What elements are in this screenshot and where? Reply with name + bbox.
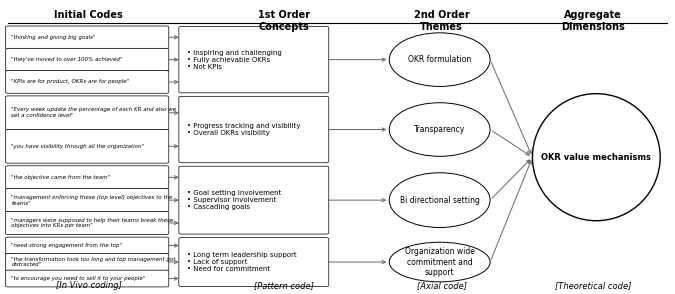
Text: Transparency: Transparency [414,125,465,134]
Text: • Inspiring and challenging
• Fully achievable OKRs
• Not KPIs: • Inspiring and challenging • Fully achi… [187,50,281,70]
Text: Aggregate
Dimensions: Aggregate Dimensions [561,10,625,32]
Text: "managers were supposed to help their teams break these
objectives into KRs per : "managers were supposed to help their te… [11,218,173,228]
Ellipse shape [389,103,490,156]
Text: • Progress tracking and visibility
• Overall OKRs visibility: • Progress tracking and visibility • Ove… [187,123,300,136]
Text: Bi directional setting: Bi directional setting [400,196,480,205]
Text: "Every week update the percentage of each KR and also we
set a confidence level": "Every week update the percentage of eac… [11,107,177,118]
Text: 1st Order
Concepts: 1st Order Concepts [258,10,310,32]
FancyBboxPatch shape [179,26,329,93]
Text: [In Vivo coding]: [In Vivo coding] [56,281,122,290]
Text: "the objective came from the team": "the objective came from the team" [11,175,111,180]
Text: "need strong engagement from the top": "need strong engagement from the top" [11,243,122,248]
FancyBboxPatch shape [179,238,329,286]
Text: • Goal setting involvement
• Supervisor involvement
• Cascading goals: • Goal setting involvement • Supervisor … [187,190,281,210]
FancyBboxPatch shape [5,188,169,212]
FancyBboxPatch shape [5,166,169,189]
Text: [Pattern code]: [Pattern code] [254,281,314,290]
Text: "thinking and giving big goals": "thinking and giving big goals" [11,35,96,40]
Text: • Long term leadership support
• Lack of support
• Need for commitment: • Long term leadership support • Lack of… [187,252,296,272]
Text: "the transformation took too long and top management got
distracted": "the transformation took too long and to… [11,257,176,268]
Text: [Theoretical code]: [Theoretical code] [555,281,631,290]
FancyBboxPatch shape [179,96,329,163]
FancyBboxPatch shape [5,270,169,287]
FancyBboxPatch shape [5,254,169,270]
FancyBboxPatch shape [179,166,329,234]
FancyBboxPatch shape [5,26,169,49]
Ellipse shape [389,173,490,228]
FancyBboxPatch shape [5,211,169,235]
Ellipse shape [389,242,490,282]
Ellipse shape [533,94,660,221]
Text: OKR formulation: OKR formulation [408,55,471,64]
Text: "management enforcing these (top level) objectives to the
teams": "management enforcing these (top level) … [11,195,173,206]
FancyBboxPatch shape [5,237,169,254]
Ellipse shape [389,33,490,86]
FancyBboxPatch shape [5,71,169,93]
Text: Initial Codes: Initial Codes [55,10,123,20]
FancyBboxPatch shape [5,96,169,130]
Text: 2nd Order
Themes: 2nd Order Themes [414,10,470,32]
Text: "you have visibility through all the organization": "you have visibility through all the org… [11,144,144,149]
Text: Organization wide
commitment and
support: Organization wide commitment and support [405,247,475,277]
Text: "to encourage you need to sell it to your people": "to encourage you need to sell it to you… [11,276,146,281]
FancyBboxPatch shape [5,129,169,163]
FancyBboxPatch shape [5,48,169,71]
Text: OKR value mechanisms: OKR value mechanisms [541,153,651,162]
Text: "they've moved to over 100% achieved": "they've moved to over 100% achieved" [11,57,123,62]
Text: "KPIs are for product, OKRs are for people": "KPIs are for product, OKRs are for peop… [11,79,130,84]
Text: [Axial code]: [Axial code] [416,281,466,290]
